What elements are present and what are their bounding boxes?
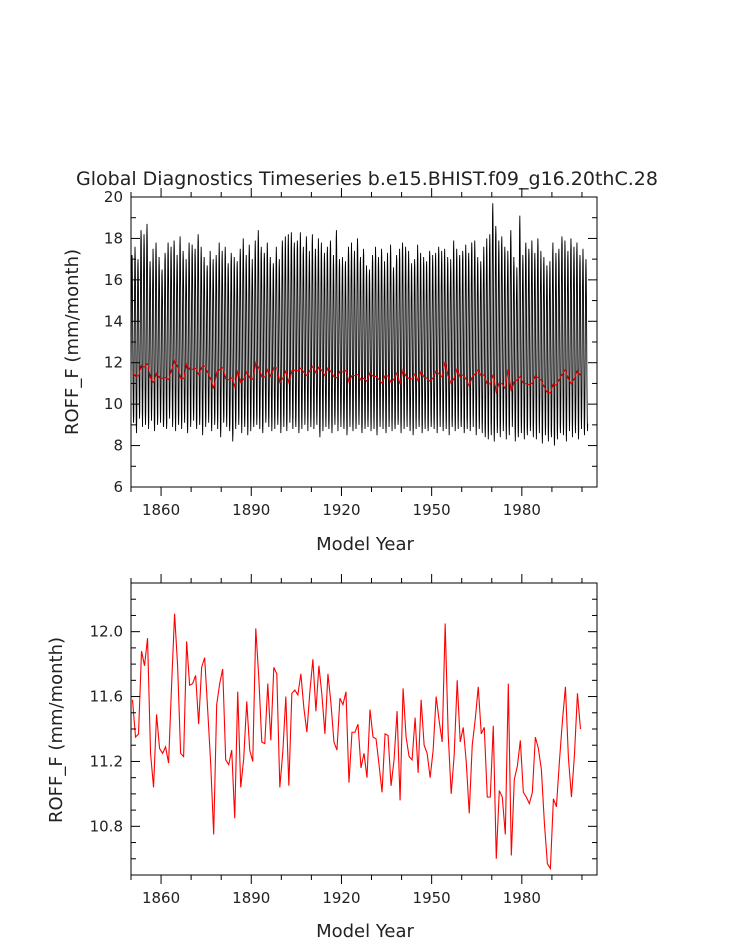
top-y-tick-label: 14 <box>104 312 123 330</box>
top-tick-group: 1860 1890 1920 1950 1980 6 8 10 12 14 16 18 20 <box>104 188 597 519</box>
top-y-tick-label: 12 <box>104 354 123 372</box>
top-x-tick-label: 1860 <box>142 501 180 519</box>
top-y-tick-label: 10 <box>104 395 123 413</box>
bottom-y-tick-label: 11.2 <box>90 752 123 770</box>
top-series-annual-mean-line <box>132 358 581 394</box>
top-y-tick-label: 16 <box>104 271 123 289</box>
bottom-x-tick-label: 1950 <box>413 889 451 907</box>
bottom-plot-frame <box>130 582 598 876</box>
top-y-tick-label: 20 <box>104 188 123 206</box>
top-plot-frame <box>130 196 598 488</box>
bottom-series-annual-mean-line <box>131 613 582 871</box>
bottom-y-tick-label: 11.6 <box>90 688 123 706</box>
bottom-chart: 1860 1890 1920 1950 1980 10.8 11.2 11.6 12.0 Mod… <box>46 574 598 942</box>
bottom-y-tick-label: 10.8 <box>90 817 123 835</box>
top-series-monthly-line <box>130 203 589 446</box>
top-y-tick-label: 6 <box>113 478 123 496</box>
bottom-series-group <box>131 613 582 871</box>
bottom-x-axis-label: Model Year <box>316 921 414 942</box>
top-x-tick-label: 1950 <box>413 501 451 519</box>
top-chart-title: Global Diagnostics Timeseries b.e15.BHIS… <box>76 168 658 190</box>
bottom-x-tick-label: 1860 <box>142 889 180 907</box>
bottom-x-tick-label: 1890 <box>232 889 270 907</box>
bottom-x-tick-label: 1920 <box>322 889 360 907</box>
bottom-y-axis-label: ROFF_F (mm/month) <box>46 637 67 823</box>
top-chart: 1860 1890 1920 1950 1980 6 8 10 12 14 16 18 20 Model… <box>62 188 598 555</box>
bottom-tick-group: 1860 1890 1920 1950 1980 10.8 11.2 11.6 12.0 <box>90 574 597 907</box>
top-series-group <box>130 203 589 446</box>
top-x-tick-label: 1890 <box>232 501 270 519</box>
top-y-tick-label: 8 <box>113 437 123 455</box>
top-x-axis-label: Model Year <box>316 534 414 555</box>
top-y-axis-label: ROFF_F (mm/month) <box>62 249 83 435</box>
top-y-tick-label: 18 <box>104 229 123 247</box>
top-x-tick-label: 1920 <box>322 501 360 519</box>
top-x-tick-label: 1980 <box>503 501 541 519</box>
bottom-x-tick-label: 1980 <box>503 889 541 907</box>
bottom-y-tick-label: 12.0 <box>90 623 123 641</box>
